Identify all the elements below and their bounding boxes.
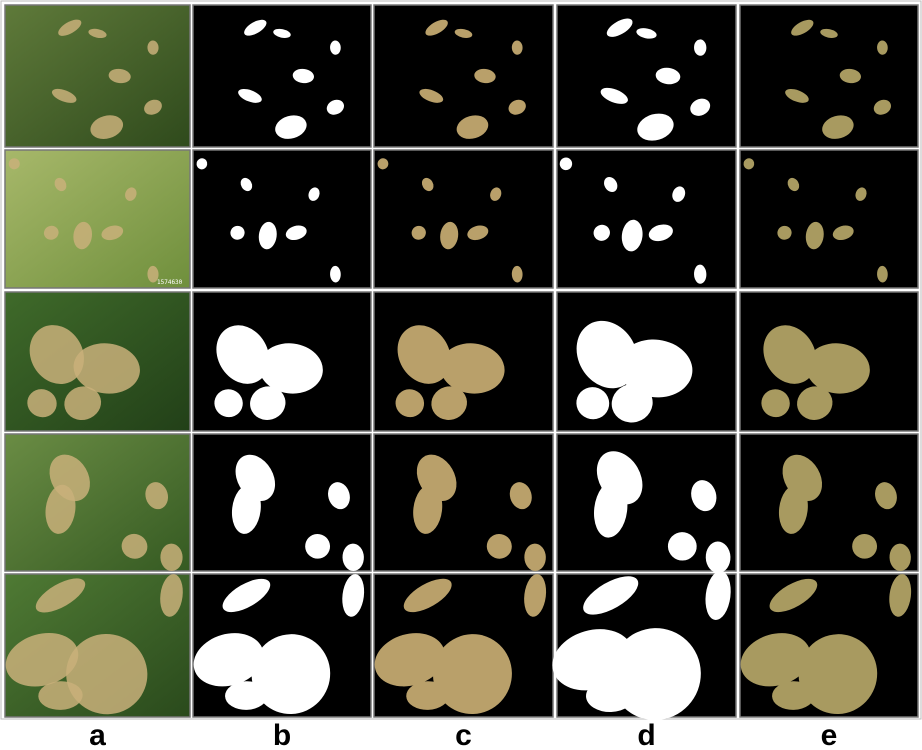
image-panel [5, 5, 190, 147]
column-label: a [89, 719, 106, 750]
image-panel [740, 292, 918, 431]
column-label: d [637, 719, 655, 750]
image-panel [374, 150, 553, 288]
image-panel [374, 434, 553, 571]
panel-background [5, 150, 190, 288]
image-panel [0, 572, 190, 726]
panel-background [193, 150, 371, 288]
image-panel [193, 292, 371, 431]
image-panel [557, 150, 736, 288]
image-panel [545, 569, 736, 734]
image-panel [740, 150, 918, 288]
figure: 1574630 a b c d e [0, 0, 922, 750]
image-panel [187, 572, 371, 725]
column-label: b [273, 719, 291, 750]
column-labels: a b c d e [89, 719, 837, 750]
panel-background [374, 150, 553, 288]
image-panel [734, 572, 918, 725]
image-grid [0, 5, 918, 733]
image-panel [5, 292, 190, 431]
image-panel [374, 292, 553, 431]
image-panel [374, 5, 553, 147]
panel-background [557, 150, 736, 288]
image-panel [5, 434, 190, 571]
image-panel [193, 434, 371, 571]
image-panel [193, 150, 371, 288]
panel-background [740, 150, 918, 288]
image-panel [193, 5, 371, 147]
column-label: c [455, 719, 472, 750]
image-panel [740, 5, 918, 147]
image-panel [557, 434, 736, 573]
image-panel [557, 292, 736, 431]
column-label: e [821, 719, 838, 750]
image-panel [557, 5, 736, 147]
image-panel [740, 434, 918, 571]
image-panel [5, 150, 190, 288]
image-stamp: 1574630 [157, 279, 183, 286]
image-panel [368, 572, 553, 725]
